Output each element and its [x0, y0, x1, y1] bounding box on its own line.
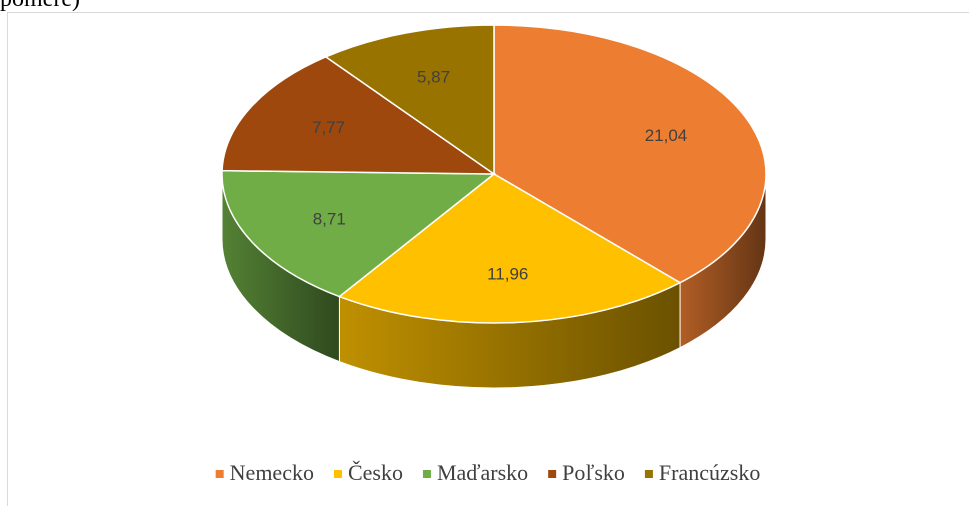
legend-marker — [422, 470, 431, 478]
legend-marker — [548, 470, 557, 478]
legend-marker — [215, 470, 224, 478]
legend-marker — [333, 470, 342, 478]
legend-label: Maďarsko — [437, 460, 528, 485]
caption: pomere) — [0, 0, 80, 12]
data-label: 5,87 — [417, 68, 450, 87]
slice — [221, 56, 497, 175]
slice — [324, 24, 495, 176]
data-label: 7,77 — [312, 118, 345, 137]
legend-label: Nemecko — [230, 460, 314, 485]
data-label: 21,04 — [645, 126, 688, 145]
data-label: 8,71 — [313, 210, 346, 229]
legend-label: Francúzsko — [659, 460, 760, 485]
data-label: 11,96 — [487, 265, 528, 284]
slice — [221, 169, 497, 298]
chart-frame — [7, 12, 969, 506]
slice — [493, 24, 767, 284]
legend-marker — [644, 470, 653, 478]
legend-label: Poľsko — [562, 460, 625, 485]
slice — [337, 173, 682, 324]
legend-label: Česko — [348, 460, 403, 485]
